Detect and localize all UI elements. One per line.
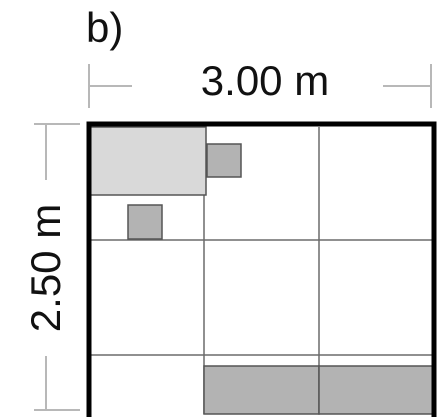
small-square-lower	[127, 204, 163, 240]
room-outline	[86, 121, 437, 417]
light-block-top-left	[88, 126, 207, 196]
bottom-block-left	[203, 365, 320, 415]
small-square-upper	[206, 143, 242, 178]
width-dimension-line	[88, 64, 432, 108]
bottom-block-right	[318, 365, 435, 415]
panel-label: b)	[86, 4, 124, 51]
width-dimension-label: 3.00 m	[200, 57, 330, 104]
height-dimension-line	[34, 123, 80, 411]
